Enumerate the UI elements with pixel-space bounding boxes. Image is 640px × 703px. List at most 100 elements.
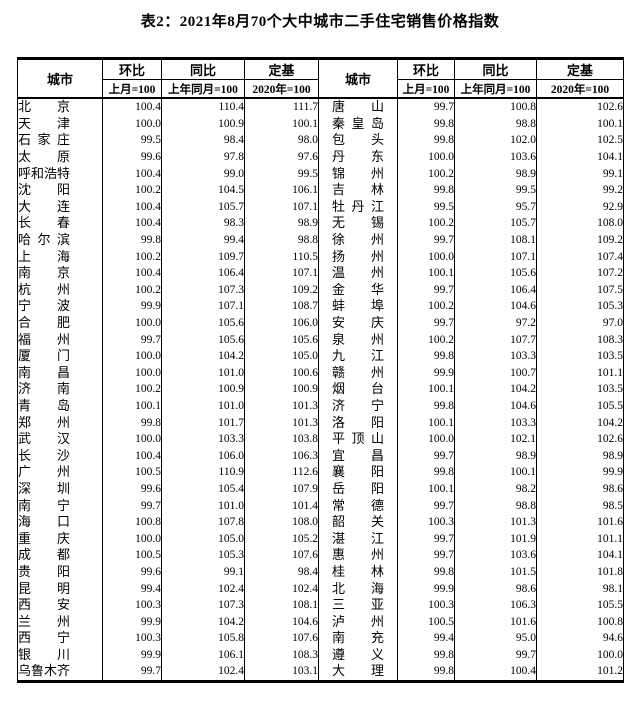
- yoy-value-cell: 110.4: [161, 98, 245, 116]
- yoy-value-cell: 99.5: [454, 181, 537, 199]
- table-row: 南昌 100.0 101.0 100.6 赣州 99.9 100.7 101.1: [17, 364, 624, 382]
- city-cell: 安庆: [318, 314, 398, 332]
- yoy-value-cell: 98.3: [161, 215, 245, 232]
- mom-value-cell: 100.3: [397, 596, 455, 614]
- base-value-cell: 100.8: [536, 613, 624, 630]
- city-name: 九江: [332, 348, 384, 364]
- base-value-cell: 108.7: [244, 298, 319, 315]
- city-cell: 沈阳: [17, 181, 103, 199]
- mom-value-cell: 99.8: [397, 563, 455, 581]
- base-value-cell: 107.9: [244, 480, 319, 498]
- header-yoy-sub-left: 上年同月=100: [161, 79, 245, 98]
- city-cell: 三亚: [318, 596, 398, 614]
- city-cell: 泉州: [318, 331, 398, 348]
- base-value-cell: 100.1: [244, 115, 319, 133]
- mom-value-cell: 99.9: [397, 580, 455, 597]
- base-value-cell: 105.3: [536, 298, 624, 315]
- city-cell: 扬州: [318, 248, 398, 265]
- mom-value-cell: 99.8: [397, 347, 455, 365]
- table-row: 武汉 100.0 103.3 103.8 平顶山 100.0 102.1 102.6: [17, 430, 624, 448]
- city-name: 郑州: [18, 414, 71, 430]
- yoy-value-cell: 102.1: [454, 430, 537, 448]
- city-name: 徐州: [332, 232, 384, 248]
- city-name: 呼和浩特: [18, 165, 71, 181]
- base-value-cell: 101.3: [244, 397, 319, 415]
- city-cell: 长沙: [17, 447, 103, 465]
- table-row: 长春 100.4 98.3 98.9 无锡 100.2 105.7 108.0: [17, 215, 624, 232]
- table-row: 西宁 100.3 105.8 107.6 南充 99.4 95.0 94.6: [17, 630, 624, 647]
- yoy-value-cell: 100.9: [161, 115, 245, 133]
- table-row: 重庆 100.0 105.0 105.2 湛江 99.7 101.9 101.1: [17, 530, 624, 548]
- yoy-value-cell: 107.8: [161, 513, 245, 531]
- base-value-cell: 99.9: [536, 464, 624, 481]
- city-name: 襄阳: [332, 464, 384, 480]
- mom-value-cell: 99.7: [397, 547, 455, 564]
- city-name: 长沙: [18, 447, 71, 463]
- city-name: 烟台: [332, 381, 384, 397]
- yoy-value-cell: 106.4: [161, 264, 245, 282]
- city-cell: 包头: [318, 132, 398, 149]
- mom-value-cell: 99.4: [397, 630, 455, 647]
- city-name: 西宁: [18, 630, 71, 646]
- mom-value-cell: 100.0: [102, 364, 162, 382]
- city-name: 平顶山: [332, 431, 384, 447]
- city-name: 上海: [18, 248, 71, 264]
- header-yoy-left: 同比: [161, 58, 245, 80]
- yoy-value-cell: 100.1: [454, 464, 537, 481]
- base-value-cell: 108.0: [244, 513, 319, 531]
- mom-value-cell: 100.2: [397, 165, 455, 182]
- city-name: 金华: [332, 281, 384, 297]
- mom-value-cell: 99.7: [397, 447, 455, 465]
- mom-value-cell: 100.3: [102, 596, 162, 614]
- yoy-value-cell: 100.8: [454, 98, 537, 116]
- city-name: 洛阳: [332, 414, 384, 430]
- city-cell: 唐山: [318, 98, 398, 116]
- yoy-value-cell: 104.6: [454, 397, 537, 415]
- city-cell: 南充: [318, 630, 398, 647]
- city-cell: 秦皇岛: [318, 115, 398, 133]
- yoy-value-cell: 110.9: [161, 464, 245, 481]
- city-cell: 宁波: [17, 298, 103, 315]
- base-value-cell: 104.6: [244, 613, 319, 630]
- mom-value-cell: 100.4: [102, 165, 162, 182]
- header-row-groups: 城市 环比 同比 定基 城市 环比 同比 定基: [17, 58, 624, 98]
- table-row: 福州 99.7 105.6 105.6 泉州 100.2 107.7 108.3: [17, 331, 624, 348]
- table-body: 北京 100.4 110.4 111.7 唐山 99.7 100.8 102.6 天津 100.0…: [17, 98, 624, 682]
- city-cell: 长春: [17, 215, 103, 232]
- city-name: 包头: [332, 132, 384, 148]
- yoy-value-cell: 107.1: [161, 298, 245, 315]
- header-city-left: 城市: [17, 58, 103, 98]
- city-cell: 蚌埠: [318, 298, 398, 315]
- base-value-cell: 99.5: [244, 165, 319, 182]
- city-cell: 上海: [17, 248, 103, 265]
- city-cell: 兰州: [17, 613, 103, 630]
- mom-value-cell: 100.0: [102, 314, 162, 332]
- city-cell: 海口: [17, 513, 103, 531]
- city-name: 北京: [18, 99, 71, 115]
- base-value-cell: 104.1: [536, 547, 624, 564]
- base-value-cell: 98.4: [244, 563, 319, 581]
- city-cell: 常德: [318, 497, 398, 514]
- mom-value-cell: 100.1: [397, 264, 455, 282]
- city-name: 长春: [18, 215, 71, 231]
- mom-value-cell: 100.4: [102, 215, 162, 232]
- base-value-cell: 103.5: [536, 347, 624, 365]
- city-cell: 九江: [318, 347, 398, 365]
- header-yoy-right: 同比: [454, 58, 537, 80]
- city-name: 泸州: [332, 613, 384, 629]
- city-name: 桂林: [332, 563, 384, 579]
- table-title: 表2：2021年8月70个大中城市二手住宅销售价格指数: [140, 14, 500, 30]
- mom-value-cell: 100.4: [102, 264, 162, 282]
- yoy-value-cell: 95.0: [454, 630, 537, 647]
- city-name: 锦州: [332, 165, 384, 181]
- mom-value-cell: 100.1: [397, 381, 455, 398]
- table-row: 合肥 100.0 105.6 106.0 安庆 99.7 97.2 97.0: [17, 314, 624, 332]
- mom-value-cell: 99.8: [397, 464, 455, 481]
- table-row: 长沙 100.4 106.0 106.3 宜昌 99.7 98.9 98.9: [17, 447, 624, 465]
- yoy-value-cell: 106.0: [161, 447, 245, 465]
- yoy-value-cell: 97.8: [161, 148, 245, 166]
- city-cell: 北海: [318, 580, 398, 597]
- yoy-value-cell: 103.6: [454, 547, 537, 564]
- table-row: 呼和浩特 100.4 99.0 99.5 锦州 100.2 98.9 99.1: [17, 165, 624, 182]
- city-name: 石家庄: [18, 132, 71, 148]
